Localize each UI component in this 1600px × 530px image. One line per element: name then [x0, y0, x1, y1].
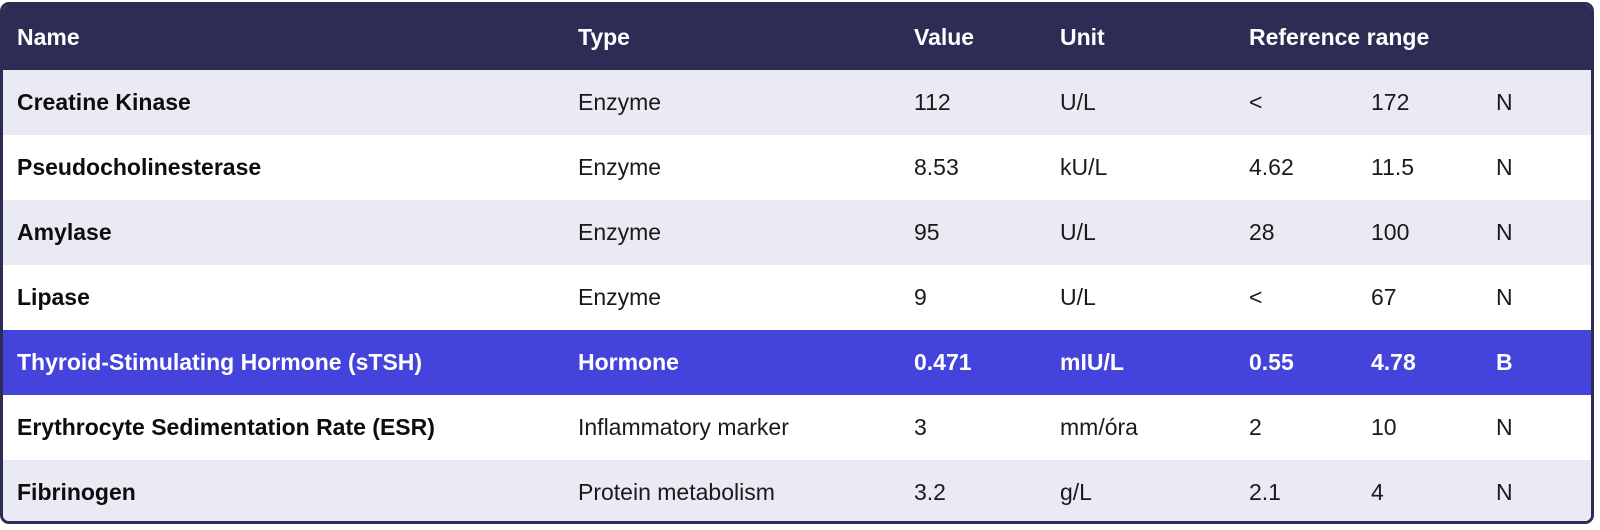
cell-flag: N: [1496, 154, 1513, 180]
cell-reference-low: 28: [1249, 219, 1275, 245]
cell-name: Thyroid-Stimulating Hormone (sTSH): [17, 349, 423, 375]
cell-value: 8.53: [914, 154, 959, 180]
cell-reference-high: 100: [1371, 219, 1410, 245]
cell-flag: B: [1496, 349, 1513, 375]
cell-name: Erythrocyte Sedimentation Rate (ESR): [17, 414, 435, 440]
cell-unit: kU/L: [1060, 154, 1108, 180]
cell-name: Pseudocholinesterase: [17, 154, 262, 180]
cell-reference-low: 2: [1249, 414, 1262, 440]
cell-reference-low: 0.55: [1249, 349, 1294, 375]
cell-reference-high: 4.78: [1371, 349, 1416, 375]
table-row[interactable]: Fibrinogen Protein metabolism 3.2 g/L 2.1 4 N: [3, 460, 1591, 521]
cell-unit: mm/óra: [1060, 414, 1138, 440]
cell-value: 9: [914, 284, 927, 310]
cell-value: 0.471: [914, 349, 972, 375]
table-header-row: Name Type Value Unit Reference range: [3, 5, 1591, 70]
table-body: Creatine Kinase Enzyme 112 U/L <172 N Pseudoch…: [3, 70, 1591, 521]
table-row[interactable]: Pseudocholinesterase Enzyme 8.53 kU/L 4.62 11…: [3, 135, 1591, 200]
cell-type: Enzyme: [578, 219, 662, 245]
cell-reference-high: 10: [1371, 414, 1397, 440]
cell-type: Enzyme: [578, 89, 662, 115]
cell-flag: N: [1496, 219, 1513, 245]
cell-reference-low: 4.62: [1249, 154, 1294, 180]
cell-unit: U/L: [1060, 89, 1096, 115]
cell-flag: N: [1496, 284, 1513, 310]
table-row[interactable]: Thyroid-Stimulating Hormone (sTSH) Hormon…: [3, 330, 1591, 395]
cell-reference-low: 2.1: [1249, 479, 1281, 505]
header-type[interactable]: Type: [578, 24, 630, 50]
cell-flag: N: [1496, 89, 1513, 115]
header-name[interactable]: Name: [17, 24, 80, 50]
cell-flag: N: [1496, 479, 1513, 505]
cell-name: Fibrinogen: [17, 479, 136, 505]
header-unit[interactable]: Unit: [1060, 24, 1105, 50]
header-reference-range[interactable]: Reference range: [1249, 24, 1430, 50]
table-row[interactable]: Amylase Enzyme 95 U/L 28 100 N: [3, 200, 1591, 265]
cell-type: Enzyme: [578, 154, 662, 180]
cell-unit: U/L: [1060, 284, 1096, 310]
cell-unit: U/L: [1060, 219, 1096, 245]
cell-value: 95: [914, 219, 940, 245]
cell-type: Hormone: [578, 349, 679, 375]
table-row[interactable]: Erythrocyte Sedimentation Rate (ESR) Infl…: [3, 395, 1591, 460]
cell-reference-high: 67: [1371, 284, 1397, 310]
cell-unit: g/L: [1060, 479, 1092, 505]
cell-type: Inflammatory marker: [578, 414, 789, 440]
cell-name: Lipase: [17, 284, 90, 310]
header-value[interactable]: Value: [914, 24, 975, 50]
cell-type: Enzyme: [578, 284, 662, 310]
cell-name: Amylase: [17, 219, 112, 245]
cell-type: Protein metabolism: [578, 479, 775, 505]
table-row[interactable]: Lipase Enzyme 9 U/L <67 N: [3, 265, 1591, 330]
cell-unit: mIU/L: [1060, 349, 1124, 375]
cell-flag: N: [1496, 414, 1513, 440]
cell-value: 3.2: [914, 479, 946, 505]
cell-name: Creatine Kinase: [17, 89, 191, 115]
cell-value: 3: [914, 414, 927, 440]
cell-reference-high: 11.5: [1371, 154, 1415, 180]
cell-reference-high: 4: [1371, 479, 1384, 505]
table-row[interactable]: Creatine Kinase Enzyme 112 U/L <172 N: [3, 70, 1591, 135]
cell-reference-low: <: [1249, 284, 1263, 310]
cell-reference-low: <: [1249, 89, 1263, 115]
cell-value: 112: [914, 89, 951, 115]
cell-reference-high: 172: [1371, 89, 1410, 115]
